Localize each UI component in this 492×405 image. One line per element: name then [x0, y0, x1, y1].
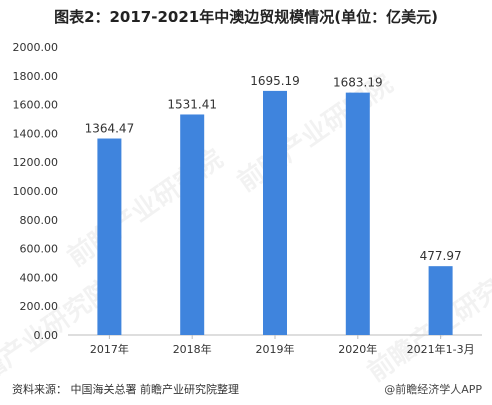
brand-credit: @前瞻经济学人APP — [384, 383, 482, 396]
bar — [263, 90, 287, 335]
bar-value-label: 1695.19 — [250, 74, 300, 88]
y-tick-label: 200.00 — [20, 300, 59, 313]
x-tick-label: 2018年 — [173, 342, 212, 356]
bar-value-label: 1364.47 — [85, 122, 135, 136]
chart-title: 图表2：2017-2021年中澳边贸规模情况(单位：亿美元) — [54, 8, 438, 26]
footer: 资料来源： 中国海关总署 前瞻产业研究院整理 @前瞻经济学人APP — [0, 379, 492, 399]
y-tick-label: 1600.00 — [13, 99, 59, 112]
source-note: 资料来源： 中国海关总署 前瞻产业研究院整理 — [12, 383, 239, 396]
x-tick-label: 2021年1-3月 — [407, 342, 475, 356]
bar — [345, 92, 370, 336]
y-tick-label: 2000.00 — [13, 41, 59, 54]
y-tick-label: 0.00 — [34, 329, 59, 342]
y-tick-label: 1000.00 — [13, 185, 59, 198]
watermark-text: 前瞻产业研究院 — [362, 258, 492, 388]
y-tick-label: 600.00 — [20, 243, 59, 256]
bar — [97, 138, 122, 335]
y-tick-label: 1400.00 — [13, 127, 59, 140]
x-tick-label: 2017年 — [90, 342, 129, 356]
bar-value-label: 477.97 — [420, 249, 462, 263]
bar-value-label: 1683.19 — [333, 76, 383, 90]
x-tick-label: 2020年 — [338, 342, 377, 356]
bar — [428, 266, 453, 335]
bar — [180, 114, 205, 335]
bar-value-label: 1531.41 — [167, 97, 217, 111]
y-tick-label: 800.00 — [20, 214, 59, 227]
y-tick-label: 1800.00 — [13, 70, 59, 83]
y-tick-label: 1200.00 — [13, 156, 59, 169]
y-tick-label: 400.00 — [20, 271, 59, 284]
x-tick-label: 2019年 — [256, 342, 295, 356]
